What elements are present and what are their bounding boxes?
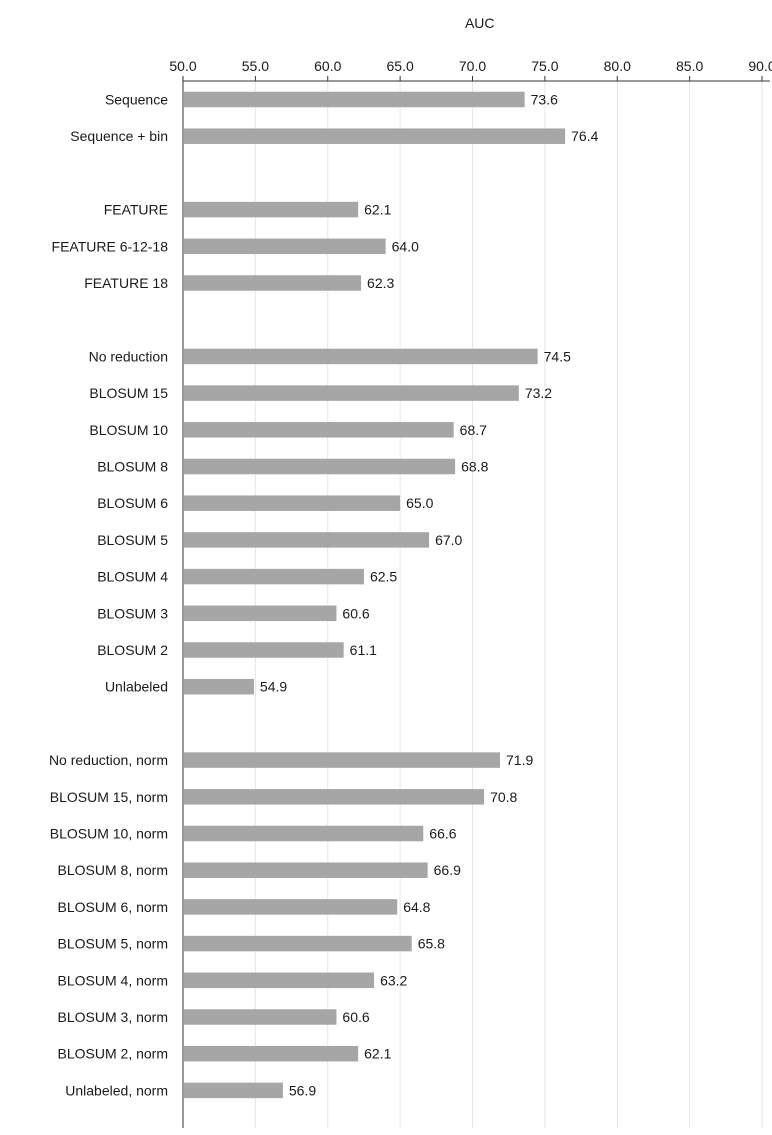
gridlines bbox=[254, 81, 763, 1128]
category-label: FEATURE bbox=[104, 202, 168, 218]
category-label: Sequence + bin bbox=[70, 128, 168, 144]
bar bbox=[184, 348, 538, 365]
data-label: 66.9 bbox=[434, 862, 461, 878]
data-label: 61.1 bbox=[350, 642, 377, 658]
bar bbox=[184, 789, 485, 805]
bar bbox=[184, 862, 428, 878]
category-label: BLOSUM 8 bbox=[97, 459, 168, 475]
category-label: FEATURE 6-12-18 bbox=[52, 238, 169, 254]
data-label: 62.1 bbox=[364, 1046, 391, 1062]
data-label: 65.8 bbox=[418, 936, 445, 952]
bar bbox=[184, 605, 337, 622]
data-label: 64.8 bbox=[403, 899, 430, 915]
bar bbox=[184, 935, 412, 952]
data-label: 62.3 bbox=[367, 275, 394, 291]
data-label: 62.5 bbox=[370, 569, 397, 585]
x-tick-label: 55.0 bbox=[242, 58, 269, 74]
bar bbox=[184, 201, 359, 218]
data-label: 60.6 bbox=[342, 1009, 369, 1025]
x-tick-label: 90.0 bbox=[748, 58, 772, 74]
category-label: BLOSUM 6 bbox=[97, 495, 168, 511]
category-label: BLOSUM 4 bbox=[97, 569, 168, 585]
data-label: 67.0 bbox=[435, 532, 462, 548]
category-label: No reduction bbox=[89, 348, 168, 364]
x-tick-label: 85.0 bbox=[676, 58, 703, 74]
bar bbox=[184, 1082, 283, 1099]
bar bbox=[184, 1045, 359, 1062]
data-label: 73.2 bbox=[525, 385, 552, 401]
category-label: BLOSUM 2, norm bbox=[58, 1046, 168, 1062]
bar bbox=[184, 752, 501, 768]
category-label: BLOSUM 10, norm bbox=[50, 826, 168, 842]
data-label: 76.4 bbox=[571, 128, 598, 144]
axes: 50.0 55.0 60.0 65.0 70.0 75.0 80.0 85.0 90.0 Sequ… bbox=[49, 58, 772, 1128]
data-label: 63.2 bbox=[380, 972, 407, 988]
x-tick-label: 60.0 bbox=[314, 58, 341, 74]
category-label: Unlabeled, norm bbox=[65, 1082, 168, 1098]
data-label: 60.6 bbox=[342, 605, 369, 621]
data-label: 71.9 bbox=[506, 752, 533, 768]
bar bbox=[184, 568, 364, 585]
data-label: 73.6 bbox=[531, 92, 558, 108]
category-label: BLOSUM 3, norm bbox=[58, 1009, 168, 1025]
data-label: 62.1 bbox=[364, 202, 391, 218]
category-label: BLOSUM 6, norm bbox=[58, 899, 168, 915]
bar bbox=[184, 458, 456, 475]
data-label: 74.5 bbox=[544, 348, 571, 364]
data-label: 68.7 bbox=[460, 422, 487, 438]
category-label: BLOSUM 15, norm bbox=[50, 789, 168, 805]
bars: 73.6 76.4 62.1 64.0 62.3 74.5 73.2 68.7 68.8 65.0… bbox=[184, 91, 599, 1099]
bar bbox=[184, 642, 344, 658]
x-tick-label: 70.0 bbox=[459, 58, 486, 74]
bar bbox=[184, 275, 362, 291]
category-label: Unlabeled bbox=[105, 679, 168, 695]
x-tick-label: 75.0 bbox=[531, 58, 558, 74]
bar bbox=[184, 128, 566, 144]
data-label: 70.8 bbox=[490, 789, 517, 805]
bar bbox=[184, 678, 254, 695]
category-label: No reduction, norm bbox=[49, 752, 168, 768]
data-label: 54.9 bbox=[260, 679, 287, 695]
bar bbox=[184, 238, 386, 255]
category-label: BLOSUM 5, norm bbox=[58, 936, 168, 952]
bar bbox=[184, 91, 525, 108]
bar bbox=[184, 495, 401, 511]
x-tick-label: 65.0 bbox=[387, 58, 414, 74]
category-label: BLOSUM 4, norm bbox=[58, 972, 168, 988]
data-label: 65.0 bbox=[406, 495, 433, 511]
bar bbox=[184, 825, 424, 842]
category-label: BLOSUM 3 bbox=[97, 605, 168, 621]
category-label: BLOSUM 15 bbox=[89, 385, 168, 401]
bar bbox=[184, 422, 454, 438]
category-label: BLOSUM 8, norm bbox=[58, 862, 168, 878]
category-label: BLOSUM 2 bbox=[97, 642, 168, 658]
data-label: 68.8 bbox=[461, 459, 488, 475]
bar bbox=[184, 1009, 337, 1025]
x-tick-label: 50.0 bbox=[169, 58, 196, 74]
bar bbox=[184, 899, 398, 915]
x-tick-label: 80.0 bbox=[604, 58, 631, 74]
category-label: BLOSUM 5 bbox=[97, 532, 168, 548]
category-label: Sequence bbox=[105, 92, 168, 108]
category-label: BLOSUM 10 bbox=[89, 422, 168, 438]
data-label: 56.9 bbox=[289, 1082, 316, 1098]
data-label: 66.6 bbox=[429, 826, 456, 842]
bar bbox=[184, 385, 519, 401]
data-label: 64.0 bbox=[392, 238, 419, 254]
bar bbox=[184, 532, 430, 548]
x-axis-title: AUC bbox=[465, 15, 495, 31]
bar bbox=[184, 972, 375, 989]
category-label: FEATURE 18 bbox=[84, 275, 168, 291]
